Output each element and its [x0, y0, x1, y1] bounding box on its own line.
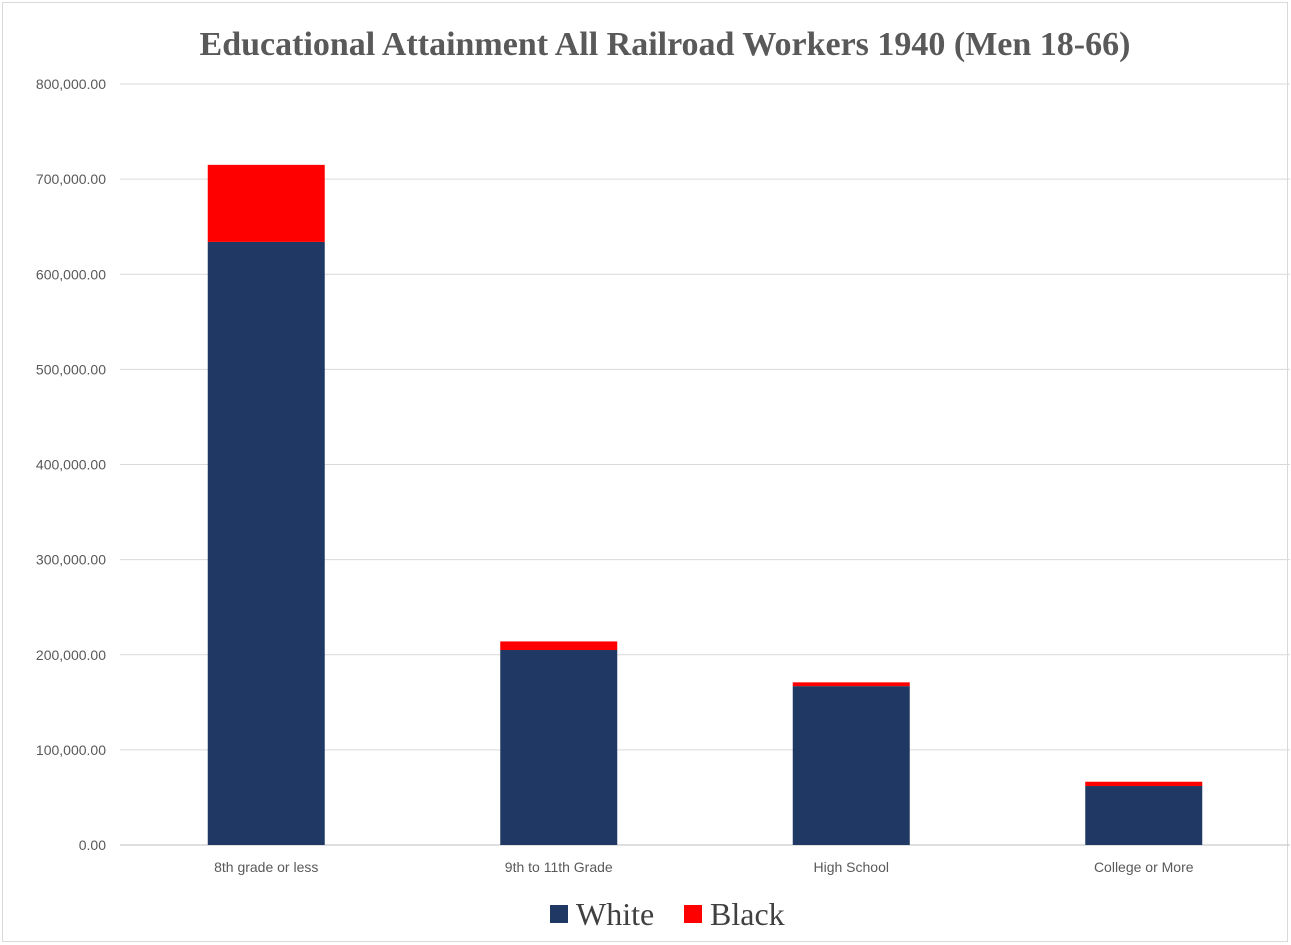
bar-white — [207, 241, 325, 846]
y-tick-label: 600,000.00 — [36, 266, 106, 282]
bar-white — [1085, 786, 1203, 845]
x-tick-label: High School — [814, 859, 890, 875]
bar-black — [1085, 781, 1203, 787]
bar-white — [792, 686, 910, 845]
y-tick-label: 700,000.00 — [36, 171, 106, 187]
legend-label-black: Black — [710, 896, 785, 932]
bar-black — [792, 682, 910, 687]
x-axis-ticks: 8th grade or less 9th to 11th Grade High S… — [214, 859, 1194, 875]
y-tick-label: 0.00 — [79, 837, 106, 853]
legend-label-white: White — [576, 896, 654, 932]
bar-white — [500, 649, 618, 845]
legend-swatch-black — [684, 905, 702, 923]
y-tick-label: 800,000.00 — [36, 76, 106, 92]
y-tick-label: 300,000.00 — [36, 552, 106, 568]
legend-swatch-white — [550, 905, 568, 923]
bar-black — [500, 641, 618, 650]
y-tick-label: 200,000.00 — [36, 647, 106, 663]
legend: White Black — [550, 896, 785, 932]
bars — [207, 164, 1203, 846]
y-tick-label: 400,000.00 — [36, 457, 106, 473]
x-tick-label: 9th to 11th Grade — [505, 859, 613, 875]
y-axis-ticks: 0.00 100,000.00 200,000.00 300,000.00 400,00… — [36, 76, 106, 853]
bar-black — [207, 164, 325, 242]
chart-title: Educational Attainment All Railroad Work… — [200, 26, 1131, 63]
x-tick-label: College or More — [1094, 859, 1194, 875]
y-tick-label: 100,000.00 — [36, 742, 106, 758]
y-tick-label: 500,000.00 — [36, 361, 106, 377]
x-tick-label: 8th grade or less — [214, 859, 318, 875]
